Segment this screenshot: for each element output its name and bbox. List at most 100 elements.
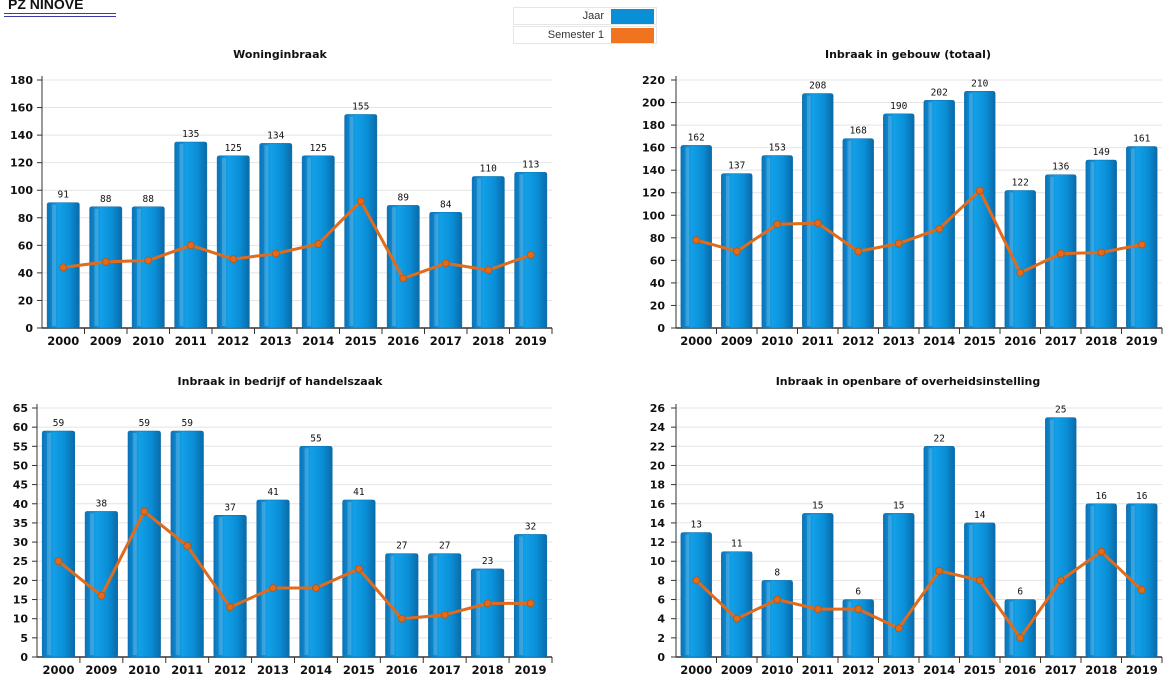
line-point [441,259,450,268]
line-point [894,624,903,633]
bar-highlight [1009,601,1014,655]
bar [923,446,955,658]
bar-highlight [347,501,352,655]
y-tick-label: 20 [650,299,666,312]
line-point [312,584,320,592]
data-label: 202 [931,87,948,98]
x-tick-label: 2013 [257,663,289,676]
bar-highlight [433,555,438,655]
x-tick-label: 2017 [430,334,462,348]
x-tick-label: 2015 [343,663,375,676]
data-label: 122 [1012,177,1029,188]
data-label: 210 [971,78,988,89]
y-tick-label: 2 [657,632,665,645]
y-tick-label: 40 [13,498,29,511]
bar [964,91,996,329]
page-title: PZ NINOVE [8,0,84,12]
line-point [526,251,535,259]
data-label: 37 [224,502,235,513]
data-label: 15 [812,500,823,511]
bar-highlight [766,582,771,655]
data-label: 15 [893,500,904,511]
x-tick-label: 2016 [1004,663,1036,676]
y-tick-label: 40 [18,267,34,280]
y-tick-label: 20 [13,574,29,587]
bar [386,205,420,329]
x-tick-label: 2015 [345,334,377,348]
bar [471,176,505,329]
y-tick-label: 180 [10,74,33,87]
data-label: 8 [774,567,780,578]
data-label: 23 [482,556,493,567]
data-label: 41 [267,487,279,498]
line-point [773,220,782,229]
line-point [140,507,149,516]
y-tick-label: 24 [650,421,666,434]
bar-highlight [306,157,311,326]
x-tick-label: 2014 [923,334,955,348]
y-tick-label: 6 [657,594,665,607]
line-point [314,240,323,248]
x-tick-label: 2015 [964,663,996,676]
bar-highlight [136,208,141,326]
bar-highlight [725,553,730,655]
x-tick-label: 2010 [132,334,164,348]
data-label: 153 [769,143,786,154]
x-tick-label: 2013 [260,334,292,348]
bar-highlight [221,157,226,326]
y-tick-label: 220 [642,74,665,87]
bar [802,513,834,658]
data-label: 41 [353,487,365,498]
bar-highlight [928,102,933,326]
bar-highlight [47,432,51,655]
data-label: 6 [1017,587,1023,598]
bar-highlight [725,175,730,326]
bar-highlight [179,144,184,326]
y-tick-label: 0 [657,651,665,664]
data-label: 161 [1133,134,1150,145]
y-tick-label: 40 [650,277,666,290]
bar-highlight [685,147,690,326]
y-tick-label: 60 [18,239,34,252]
bar-highlight [887,515,892,655]
y-tick-label: 0 [25,322,33,335]
x-tick-label: 2018 [472,663,504,676]
bar-highlight [1009,192,1014,326]
bar [89,206,123,329]
data-label: 6 [855,587,861,598]
y-tick-label: 30 [13,536,29,549]
bar [514,172,548,329]
x-tick-label: 2017 [1045,663,1077,676]
y-tick-label: 160 [10,102,33,115]
bar-highlight [847,140,852,326]
data-label: 162 [688,132,705,143]
x-tick-label: 2013 [883,334,915,348]
line-point [975,576,984,585]
line-point [1097,547,1106,556]
y-tick-label: 120 [642,187,665,200]
line-point [1137,586,1146,594]
x-tick-label: 2011 [802,663,834,676]
data-label: 32 [525,521,536,532]
y-tick-label: 25 [13,555,28,568]
line-point [894,239,903,248]
x-tick-label: 2014 [923,663,955,676]
line-point [854,247,863,256]
bar-highlight [304,448,309,655]
bar-highlight [1090,505,1095,655]
bar-highlight [94,208,99,326]
line-point [271,249,280,258]
bar [1126,146,1158,329]
bar-highlight [968,93,973,326]
x-tick-label: 2012 [842,663,874,676]
line-point [1137,240,1146,249]
bar [761,580,793,658]
legend-item-semester: Semester 1 [513,26,657,44]
y-tick-label: 8 [657,574,665,587]
line-point [1016,633,1025,642]
y-tick-label: 0 [20,651,28,664]
bar [1004,599,1036,658]
line-point [975,186,984,195]
data-label: 135 [182,129,199,140]
line-point [483,599,492,608]
